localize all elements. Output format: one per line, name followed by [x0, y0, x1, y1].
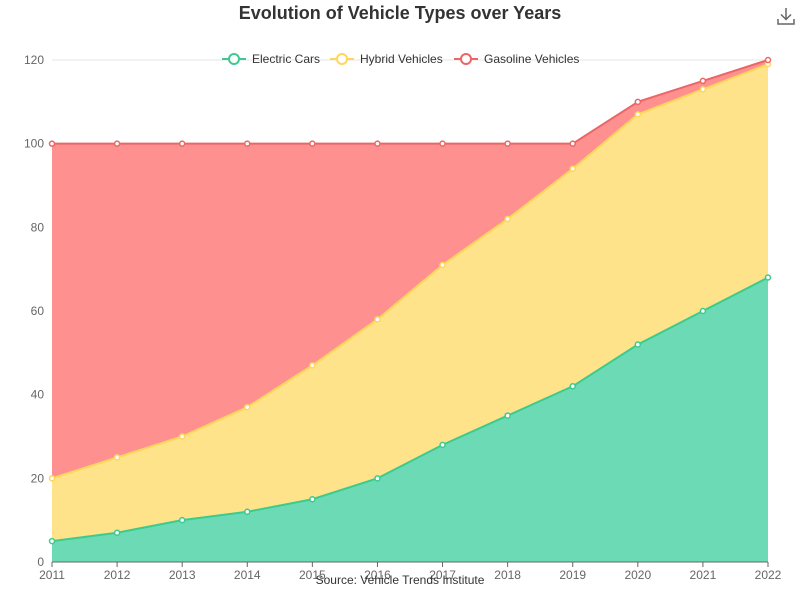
- y-tick-label: 40: [31, 388, 45, 402]
- x-tick-label: 2020: [624, 568, 651, 582]
- data-point[interactable]: [699, 86, 707, 93]
- legend-marker-icon: [336, 53, 348, 65]
- data-point[interactable]: [569, 165, 576, 173]
- download-button[interactable]: [776, 6, 796, 26]
- legend-marker-icon: [460, 53, 472, 65]
- y-tick-label: 0: [37, 555, 44, 569]
- legend-marker-icon: [228, 53, 240, 65]
- data-point[interactable]: [764, 56, 772, 64]
- data-point[interactable]: [569, 140, 576, 147]
- data-point[interactable]: [374, 316, 381, 323]
- line-hybrid-vehicles: [51, 63, 769, 480]
- data-point[interactable]: [48, 537, 56, 545]
- x-tick-label: 2013: [169, 568, 196, 582]
- x-tick-label: 2019: [559, 568, 586, 582]
- x-tick-label: 2015: [299, 568, 326, 582]
- x-tick-label: 2014: [234, 568, 261, 582]
- data-point[interactable]: [113, 529, 121, 536]
- legend[interactable]: Electric Cars Hybrid Vehicles Gasoline Veh…: [222, 52, 579, 66]
- legend-item-electric-cars[interactable]: Electric Cars: [222, 52, 320, 66]
- x-tick-label: 2016: [364, 568, 391, 582]
- series-lines: [51, 59, 769, 543]
- series-points: [48, 56, 772, 545]
- data-point[interactable]: [244, 140, 251, 147]
- data-point[interactable]: [504, 140, 511, 147]
- data-point[interactable]: [244, 508, 251, 516]
- data-point[interactable]: [634, 111, 642, 118]
- axes: 0 20 40 60 80 100 120 2011 2012 2013 2014 2015 2016 2…: [24, 53, 782, 582]
- area-electric-cars[interactable]: [52, 277, 768, 562]
- x-tick-label: 2022: [755, 568, 782, 582]
- data-point[interactable]: [439, 261, 446, 269]
- chart-title: Evolution of Vehicle Types over Years: [238, 3, 562, 23]
- x-tick-label: 2021: [690, 568, 717, 582]
- legend-label: Hybrid Vehicles: [360, 52, 443, 66]
- data-point[interactable]: [309, 140, 316, 147]
- data-point[interactable]: [634, 341, 642, 348]
- data-point[interactable]: [178, 140, 186, 147]
- x-tick-label: 2018: [494, 568, 521, 582]
- data-point[interactable]: [48, 475, 56, 482]
- data-point[interactable]: [178, 433, 186, 440]
- x-tick-label: 2017: [429, 568, 456, 582]
- area-layers: [52, 60, 768, 562]
- data-point[interactable]: [178, 516, 186, 524]
- data-point[interactable]: [504, 215, 511, 223]
- data-point[interactable]: [244, 403, 251, 411]
- data-point[interactable]: [309, 496, 316, 503]
- legend-item-gasoline-vehicles[interactable]: Gasoline Vehicles: [454, 52, 579, 66]
- y-tick-label: 100: [24, 137, 44, 151]
- data-point[interactable]: [439, 140, 446, 147]
- data-point[interactable]: [699, 307, 707, 315]
- line-gasoline-vehicles: [52, 59, 769, 145]
- data-point[interactable]: [504, 412, 511, 419]
- y-tick-label: 120: [24, 53, 44, 67]
- data-point[interactable]: [113, 140, 121, 147]
- download-icon: [777, 8, 795, 25]
- x-tick-label: 2011: [39, 568, 65, 582]
- data-point[interactable]: [764, 274, 772, 281]
- area-gasoline-vehicles[interactable]: [52, 60, 768, 479]
- data-point[interactable]: [374, 475, 381, 482]
- data-point[interactable]: [439, 441, 446, 449]
- line-electric-cars: [51, 276, 769, 543]
- x-tick-label: 2012: [104, 568, 131, 582]
- legend-label: Electric Cars: [252, 52, 320, 66]
- data-point[interactable]: [309, 362, 316, 369]
- data-point[interactable]: [699, 77, 707, 85]
- area-hybrid-vehicles[interactable]: [52, 64, 768, 542]
- legend-label: Gasoline Vehicles: [484, 52, 579, 66]
- data-point[interactable]: [634, 98, 642, 106]
- data-point[interactable]: [48, 140, 56, 147]
- y-tick-label: 80: [31, 220, 45, 234]
- source-note: Source: Vehicle Trends Institute: [315, 573, 485, 587]
- y-tick-label: 20: [31, 471, 45, 485]
- data-point[interactable]: [113, 454, 121, 461]
- data-point[interactable]: [374, 140, 381, 147]
- legend-item-hybrid-vehicles[interactable]: Hybrid Vehicles: [330, 52, 443, 66]
- data-point[interactable]: [569, 383, 576, 390]
- y-tick-label: 60: [31, 304, 45, 318]
